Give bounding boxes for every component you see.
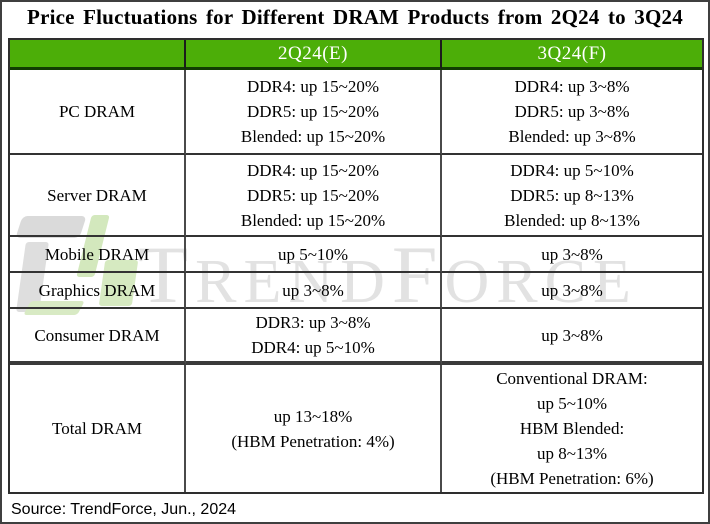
- row-label-graphics-dram: Graphics DRAM: [10, 273, 186, 309]
- cell-pc-dram-3q24: DDR4: up 3~8% DDR5: up 3~8% Blended: up …: [442, 70, 702, 155]
- cell-consumer-dram-3q24: up 3~8%: [442, 309, 702, 365]
- cell-pc-dram-2q24: DDR4: up 15~20% DDR5: up 15~20% Blended:…: [186, 70, 442, 155]
- row-label-pc-dram: PC DRAM: [10, 70, 186, 155]
- cell-mobile-dram-3q24: up 3~8%: [442, 237, 702, 273]
- cell-server-dram-2q24: DDR4: up 15~20% DDR5: up 15~20% Blended:…: [186, 155, 442, 237]
- header-cell-3q24: 3Q24(F): [442, 40, 702, 70]
- price-fluctuation-table: 2Q24(E) 3Q24(F) PC DRAM DDR4: up 15~20% …: [8, 38, 704, 494]
- cell-graphics-dram-2q24: up 3~8%: [186, 273, 442, 309]
- cell-total-dram-2q24: up 13~18% (HBM Penetration: 4%): [186, 365, 442, 492]
- header-cell-2q24: 2Q24(E): [186, 40, 442, 70]
- row-label-server-dram: Server DRAM: [10, 155, 186, 237]
- cell-graphics-dram-3q24: up 3~8%: [442, 273, 702, 309]
- header-cell-blank: [10, 40, 186, 70]
- row-label-consumer-dram: Consumer DRAM: [10, 309, 186, 365]
- figure-title: Price Fluctuations for Different DRAM Pr…: [27, 5, 683, 29]
- row-label-total-dram: Total DRAM: [10, 365, 186, 492]
- cell-mobile-dram-2q24: up 5~10%: [186, 237, 442, 273]
- row-label-mobile-dram: Mobile DRAM: [10, 237, 186, 273]
- cell-consumer-dram-2q24: DDR3: up 3~8% DDR4: up 5~10%: [186, 309, 442, 365]
- cell-total-dram-3q24: Conventional DRAM: up 5~10% HBM Blended:…: [490, 369, 654, 488]
- cell-server-dram-3q24: DDR4: up 5~10% DDR5: up 8~13% Blended: u…: [442, 155, 702, 237]
- source-note: Source: TrendForce, Jun., 2024: [11, 501, 237, 518]
